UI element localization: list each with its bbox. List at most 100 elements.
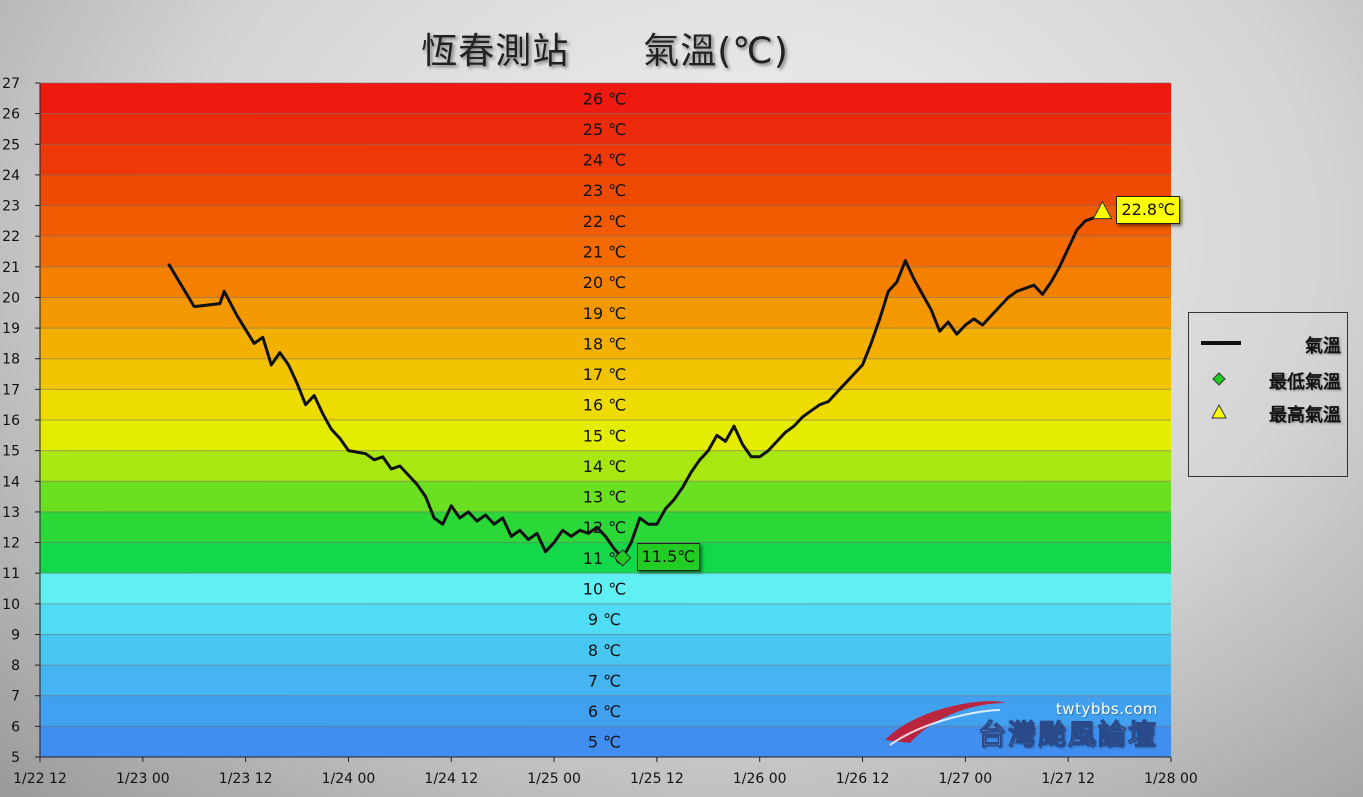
temperature-line [167, 216, 1095, 560]
watermark: twtybbs.com 台灣颱風論壇 [880, 695, 1170, 755]
band-label: 23 ℃ [583, 181, 626, 200]
band-label: 15 ℃ [583, 426, 626, 445]
y-tick-label: 15 [2, 444, 20, 460]
x-tick-label: 1/27 12 [1041, 771, 1095, 787]
x-tick-label: 1/23 12 [219, 771, 273, 787]
y-tick-label: 6 [11, 719, 20, 735]
y-tick-label: 17 [2, 382, 20, 398]
y-tick-label: 21 [2, 260, 20, 276]
x-tick-label: 1/26 00 [733, 771, 787, 787]
band-label: 10 ℃ [583, 580, 626, 599]
legend: 氣溫 最低氣溫 最高氣溫 [1188, 312, 1348, 477]
legend-label-line: 氣溫 [1305, 336, 1341, 357]
band-label: 19 ℃ [583, 304, 626, 323]
legend-item-min: 最低氣溫 [1189, 367, 1349, 393]
watermark-url: twtybbs.com [1055, 700, 1158, 718]
y-tick-label: 27 [2, 76, 20, 92]
min-temp-label: 11.5℃ [636, 542, 701, 571]
max-temp-marker [1092, 200, 1113, 220]
y-tick-label: 13 [2, 505, 20, 521]
y-tick-label: 11 [2, 566, 20, 582]
x-tick-label: 1/24 00 [322, 771, 376, 787]
y-tick-label: 16 [2, 413, 20, 429]
temp-band [40, 573, 1171, 604]
max-temp-label: 22.8℃ [1116, 195, 1181, 224]
temp-band [40, 144, 1171, 175]
y-tick-label: 5 [11, 750, 20, 766]
y-tick-label: 8 [11, 658, 20, 674]
axes: 5 6 7 8 9 10 11 12 13 14 15 16 17 18 19 20 21 22 23 24 25 26 2… [2, 76, 1198, 787]
legend-item-max: 最高氣溫 [1189, 400, 1349, 426]
y-tick-label: 26 [2, 107, 20, 123]
band-label: 18 ℃ [583, 334, 626, 353]
y-tick-label: 24 [2, 168, 20, 184]
yellow-triangle-icon [1211, 403, 1227, 419]
band-label: 22 ℃ [583, 212, 626, 231]
band-label: 16 ℃ [583, 396, 626, 415]
band-label: 20 ℃ [583, 273, 626, 292]
y-tick-label: 23 [2, 199, 20, 215]
series [167, 216, 1095, 560]
legend-label-min: 最低氣溫 [1269, 372, 1341, 393]
y-tick-label: 7 [11, 689, 20, 705]
y-tick-label: 18 [2, 352, 20, 368]
x-tick-label: 1/28 00 [1144, 771, 1198, 787]
watermark-name: 台灣颱風論壇 [977, 718, 1158, 752]
y-tick-label: 9 [11, 627, 20, 643]
band-label: 13 ℃ [583, 488, 626, 507]
x-tick-label: 1/25 12 [630, 771, 684, 787]
temp-band [40, 726, 1171, 757]
markers [613, 200, 1113, 567]
temp-band [40, 174, 1171, 206]
temperature-bands [40, 83, 1171, 757]
legend-label-max: 最高氣溫 [1269, 405, 1341, 426]
band-label: 21 ℃ [583, 243, 626, 262]
band-label: 14 ℃ [583, 457, 626, 476]
y-tick-label: 10 [2, 597, 20, 613]
band-label: 8 ℃ [588, 641, 621, 660]
x-tick-label: 1/24 12 [424, 771, 478, 787]
temp-band [40, 665, 1171, 696]
x-tick-label: 1/27 00 [939, 771, 993, 787]
band-label: 11 ℃ [583, 549, 626, 568]
band-label: 12 ℃ [583, 518, 626, 537]
band-label: 17 ℃ [583, 365, 626, 384]
x-tick-label: 1/26 12 [836, 771, 890, 787]
temp-band [40, 481, 1171, 512]
band-label: 7 ℃ [588, 671, 621, 690]
min-temp-marker [613, 549, 632, 567]
temp-band [40, 420, 1171, 451]
x-tick-label: 1/22 12 [13, 771, 67, 787]
x-tick-label: 1/23 00 [116, 771, 170, 787]
band-labels: 5 ℃ 6 ℃ 7 ℃ 8 ℃ 9 ℃ 10 ℃ 11 ℃ 12 ℃ 13 ℃ 14 ℃ 15 ℃ 1… [583, 89, 626, 751]
chart-title: 恆春測站 氣溫(℃) [421, 31, 789, 72]
temp-band [40, 266, 1171, 298]
y-tick-label: 14 [2, 474, 20, 490]
y-tick-label: 12 [2, 536, 20, 552]
temp-band [40, 450, 1171, 482]
temp-band [40, 236, 1171, 267]
y-tick-label: 20 [2, 290, 20, 306]
y-tick-label: 19 [2, 321, 20, 337]
swoosh-icon [885, 701, 1005, 746]
temp-band [40, 358, 1171, 390]
y-tick-label: 25 [2, 137, 20, 153]
temp-band [40, 542, 1171, 574]
temp-band [40, 205, 1171, 237]
band-label: 9 ℃ [588, 610, 621, 629]
temp-band [40, 83, 1171, 114]
band-label: 24 ℃ [583, 151, 626, 170]
band-label: 5 ℃ [588, 733, 621, 752]
temp-band [40, 328, 1171, 359]
line-swatch-icon [1201, 341, 1241, 345]
temp-band [40, 113, 1171, 145]
band-label: 25 ℃ [583, 120, 626, 139]
temp-band [40, 634, 1171, 666]
x-tick-label: 1/25 00 [527, 771, 581, 787]
green-diamond-icon [1212, 372, 1226, 386]
legend-item-line: 氣溫 [1189, 331, 1349, 357]
temp-band [40, 603, 1171, 635]
y-tick-label: 22 [2, 229, 20, 245]
band-label: 26 ℃ [583, 89, 626, 108]
